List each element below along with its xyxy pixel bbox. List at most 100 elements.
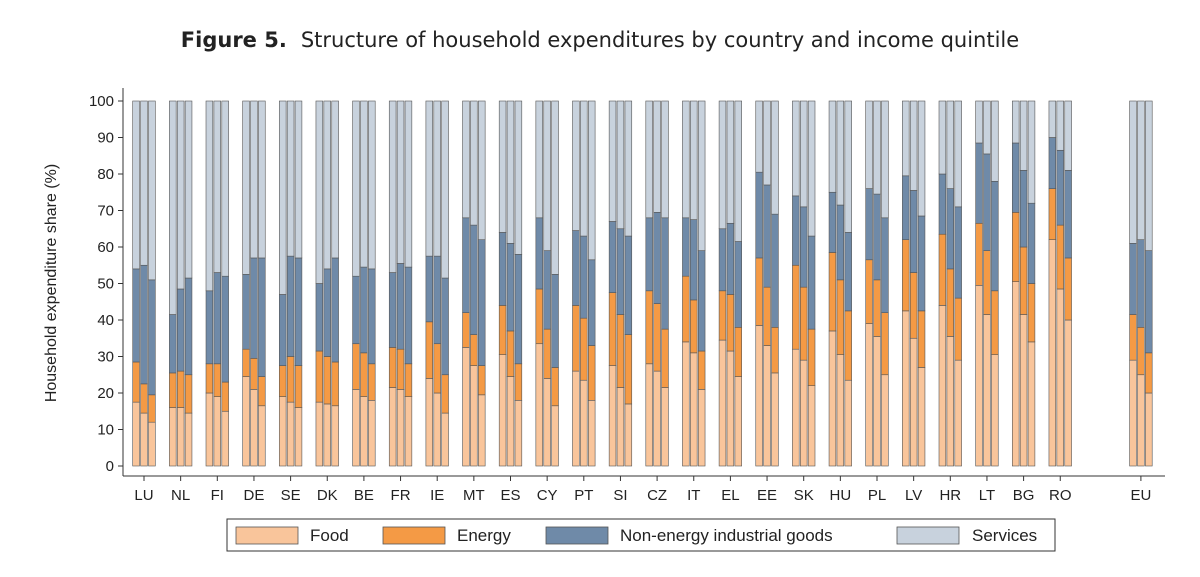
x-tick-label: DK — [317, 487, 338, 504]
x-tick-label: CY — [537, 487, 558, 504]
bar-segment — [315, 350, 324, 403]
bar-segment — [286, 401, 295, 467]
bar-segment — [462, 100, 470, 219]
bar-segment — [323, 100, 331, 270]
bar-segment — [1019, 170, 1028, 248]
bar-segment — [221, 410, 229, 467]
bar-segment — [250, 358, 258, 390]
x-tick-label: FI — [211, 487, 224, 504]
bar-segment — [176, 407, 185, 467]
x-tick-label: BE — [354, 487, 374, 504]
bar-segment — [807, 235, 816, 330]
bar-segment — [514, 363, 523, 401]
bar-segment — [294, 407, 303, 467]
bar-segment — [1011, 100, 1020, 144]
bar-segment — [661, 328, 669, 388]
bar-segment — [258, 100, 266, 259]
bar-segment — [425, 378, 433, 467]
x-tick-label: NL — [171, 487, 190, 504]
bar-segment — [865, 100, 873, 189]
bar-segment — [938, 173, 947, 235]
bar-segment — [396, 348, 405, 390]
bar-segment — [844, 232, 852, 312]
bar-segment — [286, 255, 295, 357]
bar-segment — [755, 257, 763, 326]
bar-segment — [184, 412, 193, 467]
bar-segment — [331, 257, 339, 363]
bar-segment — [551, 367, 559, 407]
bar-segment — [352, 343, 360, 390]
bar-segment — [433, 343, 441, 394]
bar-segment — [498, 100, 507, 233]
bar-segment — [580, 100, 588, 237]
bar-segment — [205, 392, 214, 467]
bar-segment — [983, 250, 991, 315]
bar-segment — [388, 387, 397, 467]
bar-segment — [169, 314, 177, 374]
y-tick-label: 70 — [97, 203, 114, 220]
x-tick-label: CZ — [647, 487, 667, 504]
bar-segment — [1137, 100, 1145, 240]
bar-segment — [425, 255, 433, 323]
bar-segment — [323, 268, 331, 357]
x-tick-label: EU — [1130, 487, 1151, 504]
bar-segment — [543, 378, 551, 467]
bar-segment — [697, 250, 706, 352]
bar-segment — [278, 365, 287, 397]
bar-segment — [917, 100, 926, 217]
bar-segment — [506, 100, 515, 244]
x-tick-label: EE — [757, 487, 777, 504]
bar-segment — [433, 100, 441, 257]
bar-segment — [975, 222, 983, 286]
bar-segment — [771, 213, 779, 328]
bar-segment — [132, 361, 140, 403]
bar-segment — [1064, 257, 1072, 321]
bar-segment — [1145, 100, 1153, 251]
bar-segment — [726, 222, 735, 295]
legend-swatch — [545, 526, 609, 545]
x-tick-label: MT — [463, 487, 485, 504]
legend-label: Energy — [457, 526, 511, 545]
bar-segment — [909, 100, 918, 191]
bar-segment — [425, 321, 433, 379]
bar-segment — [792, 348, 800, 467]
bar-segment — [331, 405, 339, 467]
bar-segment — [881, 374, 889, 467]
bar-segment — [909, 337, 918, 467]
bar-segment — [755, 171, 763, 259]
bar-segment — [433, 392, 441, 467]
bar-segment — [1129, 243, 1137, 315]
x-axis: LU NL FI DE SE DK BE FR IE MT ES CY PT SI CZ IT EL EE SK HU… — [123, 475, 1165, 504]
bar-segment — [616, 100, 625, 230]
bar-segment — [799, 286, 808, 361]
bar-segment — [278, 396, 287, 467]
bar-segment — [881, 217, 889, 314]
bar-segment — [734, 376, 743, 467]
bar-segment — [315, 283, 324, 352]
bar-segment — [718, 100, 727, 230]
bar-segment — [396, 263, 405, 350]
x-tick-label: LT — [979, 487, 995, 504]
bar-segment — [763, 286, 771, 346]
bar-segment — [294, 100, 303, 259]
bar-segment — [946, 268, 955, 337]
bar-segment — [498, 232, 507, 306]
bar-segment — [1027, 100, 1036, 204]
bar-segment — [828, 330, 837, 467]
bar-segment — [836, 204, 845, 281]
bar-segment — [132, 401, 140, 467]
bar-segment — [873, 336, 881, 467]
bar-segment — [726, 100, 735, 224]
bar-segment — [991, 290, 999, 355]
bar-segment — [763, 345, 771, 467]
bar-segment — [1027, 283, 1036, 343]
bar-segment — [917, 215, 926, 312]
bar-segment — [352, 100, 360, 277]
bar-segment — [294, 257, 303, 366]
bar-segment — [697, 100, 706, 251]
bar-segment — [608, 365, 617, 467]
bar-segment — [836, 279, 845, 355]
bar-segment — [132, 100, 140, 270]
bar-segment — [1145, 392, 1153, 467]
